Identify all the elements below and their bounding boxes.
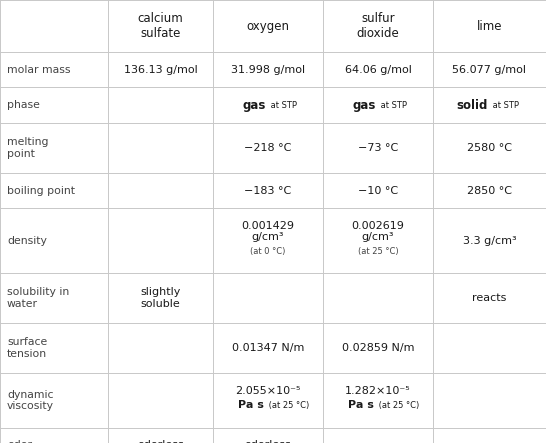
Text: 1.282×10⁻⁵: 1.282×10⁻⁵ xyxy=(345,386,411,396)
Text: 136.13 g/mol: 136.13 g/mol xyxy=(123,65,197,74)
Text: reacts: reacts xyxy=(472,293,507,303)
Text: 64.06 g/mol: 64.06 g/mol xyxy=(345,65,412,74)
Text: −218 °C: −218 °C xyxy=(244,143,292,153)
Text: slightly
soluble: slightly soluble xyxy=(140,287,181,309)
Text: (at 25 °C): (at 25 °C) xyxy=(376,401,419,410)
Text: odorless: odorless xyxy=(137,440,184,443)
Text: 0.01347 N/m: 0.01347 N/m xyxy=(232,343,304,353)
Text: at STP: at STP xyxy=(378,101,407,109)
Text: −10 °C: −10 °C xyxy=(358,186,398,195)
Text: at STP: at STP xyxy=(490,101,519,109)
Text: −73 °C: −73 °C xyxy=(358,143,398,153)
Text: 0.02859 N/m: 0.02859 N/m xyxy=(342,343,414,353)
Text: Pa s: Pa s xyxy=(348,400,374,411)
Text: gas: gas xyxy=(353,98,376,112)
Text: odor: odor xyxy=(7,440,32,443)
Text: (at 0 °C): (at 0 °C) xyxy=(250,247,286,256)
Text: boiling point: boiling point xyxy=(7,186,75,195)
Text: solid: solid xyxy=(456,98,488,112)
Text: sulfur
dioxide: sulfur dioxide xyxy=(357,12,399,40)
Text: 0.002619
g/cm³: 0.002619 g/cm³ xyxy=(352,221,405,242)
Text: dynamic
viscosity: dynamic viscosity xyxy=(7,390,54,411)
Text: calcium
sulfate: calcium sulfate xyxy=(138,12,183,40)
Text: odorless: odorless xyxy=(245,440,292,443)
Text: lime: lime xyxy=(477,19,502,32)
Text: 31.998 g/mol: 31.998 g/mol xyxy=(231,65,305,74)
Text: melting
point: melting point xyxy=(7,137,49,159)
Text: oxygen: oxygen xyxy=(246,19,289,32)
Text: density: density xyxy=(7,236,47,245)
Text: at STP: at STP xyxy=(268,101,297,109)
Text: (at 25 °C): (at 25 °C) xyxy=(358,247,399,256)
Text: gas: gas xyxy=(242,98,266,112)
Text: 56.077 g/mol: 56.077 g/mol xyxy=(453,65,526,74)
Text: molar mass: molar mass xyxy=(7,65,70,74)
Text: phase: phase xyxy=(7,100,40,110)
Text: Pa s: Pa s xyxy=(238,400,264,411)
Text: 0.001429
g/cm³: 0.001429 g/cm³ xyxy=(241,221,294,242)
Text: 2850 °C: 2850 °C xyxy=(467,186,512,195)
Text: −183 °C: −183 °C xyxy=(245,186,292,195)
Text: 2580 °C: 2580 °C xyxy=(467,143,512,153)
Text: 2.055×10⁻⁵: 2.055×10⁻⁵ xyxy=(235,386,301,396)
Text: (at 25 °C): (at 25 °C) xyxy=(266,401,309,410)
Text: surface
tension: surface tension xyxy=(7,337,48,359)
Text: solubility in
water: solubility in water xyxy=(7,287,69,309)
Text: 3.3 g/cm³: 3.3 g/cm³ xyxy=(462,236,517,245)
